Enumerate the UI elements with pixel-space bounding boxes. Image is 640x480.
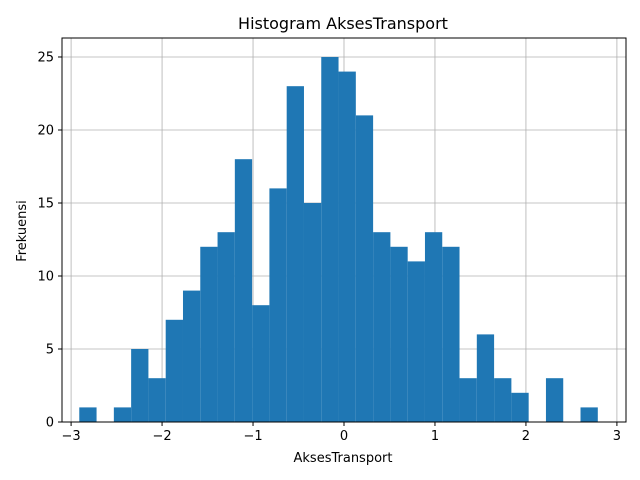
histogram-bar xyxy=(373,232,391,422)
histogram-bar xyxy=(355,115,374,422)
histogram-bar xyxy=(113,407,132,422)
histogram-bar xyxy=(286,86,304,423)
x-tick-label: 3 xyxy=(613,429,621,444)
histogram-bar xyxy=(580,407,598,422)
y-tick-label: 10 xyxy=(37,269,54,284)
y-axis-label: Frekuensi xyxy=(15,200,30,262)
x-axis-label: AksesTransport xyxy=(294,451,393,466)
histogram-bar xyxy=(217,232,235,422)
histogram-bars xyxy=(79,56,598,423)
histogram-bar xyxy=(390,246,408,422)
histogram-bar xyxy=(252,305,270,422)
x-tick-label: −1 xyxy=(243,429,262,444)
x-axis-ticks: −3 −2 −1 0 1 2 3 xyxy=(62,422,621,444)
histogram-bar xyxy=(148,378,166,422)
y-tick-label: 15 xyxy=(37,196,54,211)
histogram-bar xyxy=(407,261,425,422)
x-tick-label: −3 xyxy=(62,429,81,444)
x-tick-label: −2 xyxy=(152,429,171,444)
y-tick-label: 25 xyxy=(37,50,54,65)
histogram-bar xyxy=(476,334,495,422)
y-tick-label: 20 xyxy=(37,123,54,138)
histogram-bar xyxy=(321,56,339,422)
y-tick-label: 0 xyxy=(46,416,54,431)
histogram-bar xyxy=(79,407,97,422)
histogram-bar xyxy=(234,159,253,422)
histogram-bar xyxy=(200,246,218,422)
histogram-bar xyxy=(424,232,443,422)
histogram-bar xyxy=(131,348,149,422)
x-tick-label: 2 xyxy=(522,429,530,444)
chart-title: Histogram AksesTransport xyxy=(238,14,448,33)
histogram-bar xyxy=(494,378,512,422)
histogram-bar xyxy=(182,290,201,422)
histogram-bar xyxy=(442,246,460,422)
histogram-bar xyxy=(338,71,356,422)
y-axis-ticks: 0 5 10 15 20 25 xyxy=(37,50,62,431)
x-tick-label: 1 xyxy=(431,429,439,444)
histogram-bar xyxy=(303,202,322,422)
histogram-bar xyxy=(545,378,564,422)
histogram-bar xyxy=(459,378,477,422)
histogram-bar xyxy=(269,188,287,422)
histogram-bar xyxy=(511,392,529,422)
y-tick-label: 5 xyxy=(46,342,54,357)
histogram-bar xyxy=(165,319,183,422)
x-tick-label: 0 xyxy=(340,429,348,444)
